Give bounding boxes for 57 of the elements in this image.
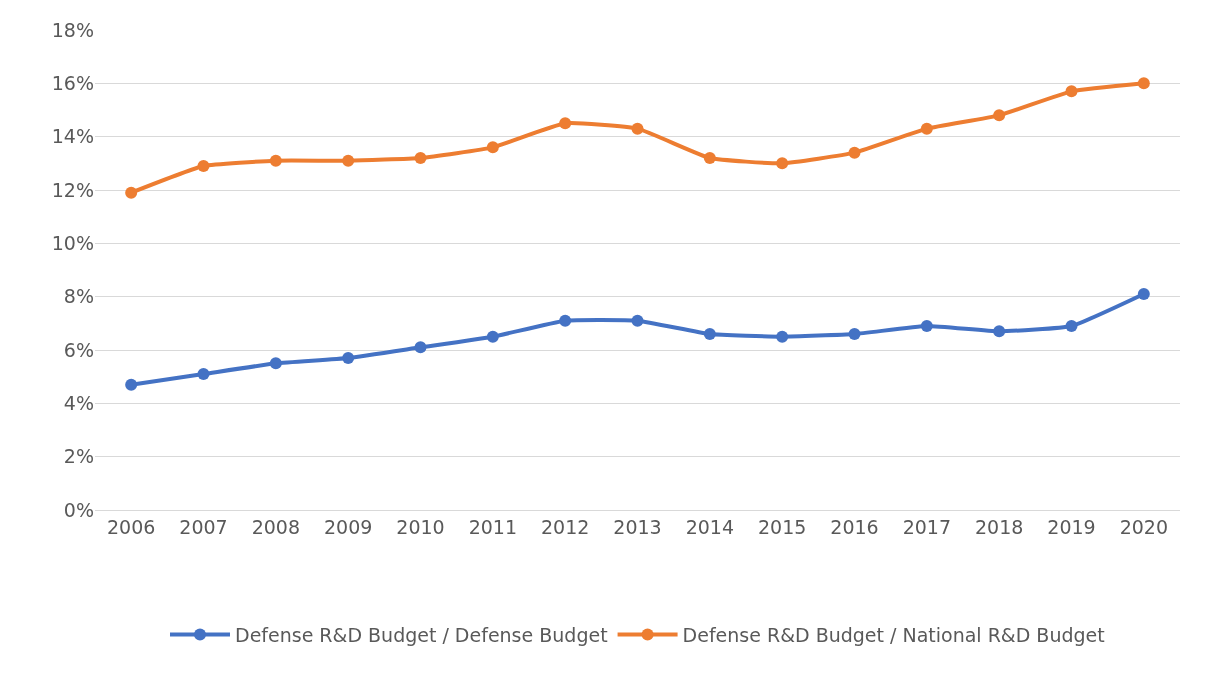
legend-label: Defense R&D Budget / National R&D Budget <box>682 623 1105 646</box>
x-tick-label: 2019 <box>1047 515 1096 538</box>
point <box>631 314 644 327</box>
y-tick-label: 6% <box>63 338 94 361</box>
point <box>848 146 861 159</box>
point <box>125 186 138 199</box>
point <box>703 328 716 340</box>
y-tick-label: 18% <box>51 18 94 41</box>
point <box>559 117 572 130</box>
x-tick-label: 2020 <box>1119 515 1169 538</box>
y-tick-label: 8% <box>63 285 94 308</box>
x-tick-label: 2015 <box>757 515 807 538</box>
point <box>703 152 716 164</box>
y-tick-label: 2% <box>63 445 94 468</box>
point <box>342 154 355 167</box>
point <box>776 330 789 343</box>
point <box>486 141 499 154</box>
x-tick-label: 2006 <box>106 515 156 538</box>
point <box>269 357 282 370</box>
point <box>197 160 210 172</box>
legend-label: Defense R&D Budget / Defense Budget <box>235 623 608 646</box>
point <box>776 157 789 170</box>
x-tick-label: 2013 <box>613 515 662 538</box>
y-tick-label: 0% <box>63 498 94 521</box>
x-tick-label: 2017 <box>902 515 952 538</box>
point <box>486 330 499 343</box>
point <box>920 122 933 135</box>
point <box>414 341 427 354</box>
x-tick-label: 2007 <box>179 515 228 538</box>
y-tick-label: 12% <box>51 178 94 201</box>
point <box>342 352 355 364</box>
point <box>125 378 138 391</box>
point <box>414 152 427 164</box>
x-tick-label: 2011 <box>468 515 518 538</box>
point <box>1065 320 1078 332</box>
y-tick-label: 14% <box>51 125 94 148</box>
point <box>269 154 282 167</box>
y-tick-label: 4% <box>63 391 94 414</box>
point <box>993 109 1006 122</box>
point <box>993 325 1006 338</box>
point <box>559 314 572 327</box>
x-tick-label: 2018 <box>974 515 1024 538</box>
x-tick-label: 2016 <box>830 515 879 538</box>
x-tick-label: 2014 <box>685 515 735 538</box>
point <box>848 328 861 340</box>
x-tick-label: 2012 <box>540 515 590 538</box>
y-tick-label: 10% <box>51 231 94 254</box>
y-tick-label: 16% <box>51 71 94 94</box>
x-tick-label: 2008 <box>251 515 301 538</box>
point <box>920 320 933 332</box>
point <box>631 122 644 135</box>
point <box>197 368 210 380</box>
x-tick-label: 2009 <box>323 515 373 538</box>
x-tick-label: 2010 <box>396 515 445 538</box>
point <box>1137 77 1150 90</box>
point <box>1137 288 1150 300</box>
point <box>1065 85 1078 98</box>
